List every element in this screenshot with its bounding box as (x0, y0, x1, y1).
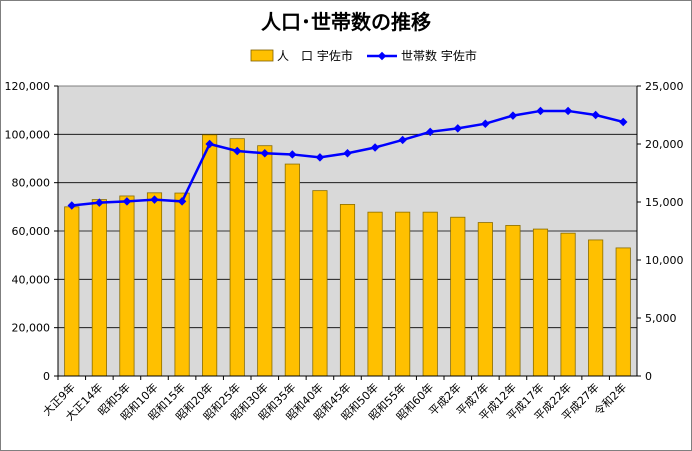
line-point (481, 119, 490, 128)
line-point (343, 149, 352, 158)
bar (395, 211, 411, 377)
left-tick-label: 60,000 (12, 225, 51, 238)
right-tick-label: 25,000 (645, 80, 684, 93)
line-point (177, 197, 187, 206)
legend-line-marker (377, 51, 387, 61)
legend: 人 口 宇佐市 世帯数 宇佐市 (250, 48, 477, 63)
bar (615, 247, 631, 377)
left-axis: 0 20,000 40,000 60,000 80,000 100,000 120,000 (5, 80, 59, 383)
left-tick-label: 20,000 (12, 322, 51, 335)
bar (312, 190, 328, 377)
line-point (453, 124, 463, 133)
bar (257, 145, 273, 377)
line-series (67, 106, 628, 210)
legend-bar-swatch (250, 49, 274, 62)
bar (64, 206, 80, 377)
bar-series (64, 134, 631, 377)
bar (367, 211, 383, 377)
bar (560, 232, 576, 377)
legend-line-label: 世帯数 宇佐市 (401, 48, 477, 63)
line-point (370, 143, 380, 152)
bar (532, 228, 549, 377)
bar (174, 192, 190, 377)
left-tick-label: 100,000 (5, 128, 51, 141)
line-point (508, 111, 518, 120)
bar (91, 199, 107, 377)
line-point (398, 135, 407, 145)
x-axis: 大正9年大正14年昭和5年昭和10年昭和15年昭和20年昭和25年昭和30年昭和… (40, 375, 637, 423)
right-tick-label: 15,000 (645, 196, 684, 209)
bar (339, 204, 356, 377)
left-tick-label: 80,000 (12, 177, 51, 190)
right-tick-label: 10,000 (645, 254, 684, 267)
bar (202, 134, 218, 377)
bar (450, 216, 466, 377)
right-tick-label: 5,000 (645, 312, 677, 325)
bar (146, 192, 163, 377)
line-point (232, 146, 242, 156)
chart-title: 人口･世帯数の推移 (261, 10, 431, 34)
bar (477, 222, 493, 377)
right-tick-label: 20,000 (645, 138, 684, 151)
bar (588, 239, 604, 377)
legend-bar-label: 人 口 宇佐市 (277, 48, 353, 63)
left-tick-label: 120,000 (5, 80, 51, 93)
bar (505, 225, 521, 377)
line-point (260, 149, 270, 158)
line-point (122, 197, 132, 206)
line-point (205, 139, 214, 149)
line-point (67, 201, 77, 210)
bar (229, 138, 245, 377)
line-point (95, 198, 104, 207)
line-point (315, 153, 325, 162)
bar (119, 195, 135, 377)
left-tick-label: 40,000 (12, 273, 51, 286)
bar (422, 211, 438, 377)
bar (284, 163, 300, 377)
left-tick-label: 0 (43, 370, 50, 383)
line-point (150, 195, 159, 204)
right-tick-label: 0 (645, 370, 652, 383)
right-axis: 0 5,000 10,000 15,000 20,000 25,000 (636, 80, 684, 383)
line-point (288, 150, 297, 159)
